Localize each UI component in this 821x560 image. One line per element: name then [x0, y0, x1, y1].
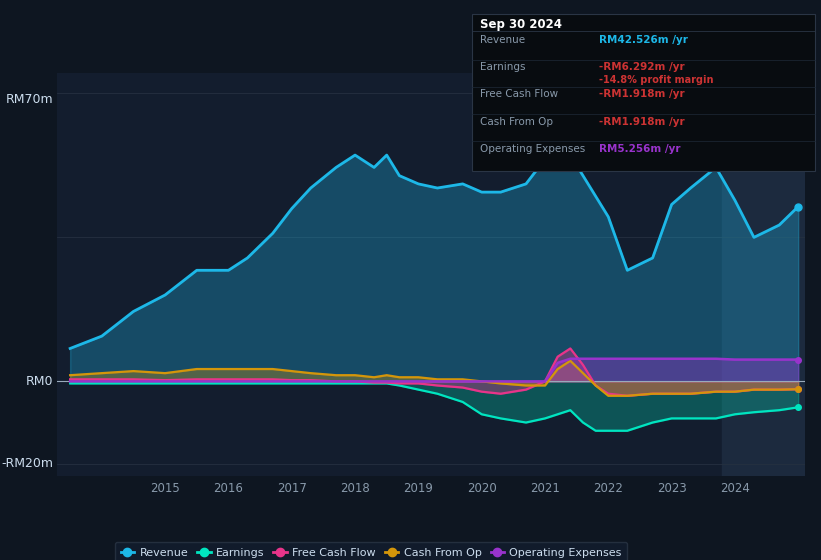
- Text: -RM6.292m /yr: -RM6.292m /yr: [599, 62, 685, 72]
- Text: RM0: RM0: [26, 375, 53, 388]
- Text: -14.8% profit margin: -14.8% profit margin: [599, 74, 713, 85]
- Text: Cash From Op: Cash From Op: [480, 116, 553, 127]
- Text: -RM1.918m /yr: -RM1.918m /yr: [599, 90, 685, 100]
- Text: -RM20m: -RM20m: [2, 457, 53, 470]
- Bar: [722, 73, 821, 476]
- Text: -RM1.918m /yr: -RM1.918m /yr: [599, 116, 685, 127]
- Text: Operating Expenses: Operating Expenses: [480, 144, 585, 153]
- Text: Revenue: Revenue: [480, 35, 525, 45]
- Text: Sep 30 2024: Sep 30 2024: [480, 18, 562, 31]
- Text: RM70m: RM70m: [6, 94, 53, 106]
- Text: RM5.256m /yr: RM5.256m /yr: [599, 144, 681, 153]
- Legend: Revenue, Earnings, Free Cash Flow, Cash From Op, Operating Expenses: Revenue, Earnings, Free Cash Flow, Cash …: [115, 542, 627, 560]
- Text: Free Cash Flow: Free Cash Flow: [480, 90, 558, 100]
- Text: Earnings: Earnings: [480, 62, 525, 72]
- Text: RM42.526m /yr: RM42.526m /yr: [599, 35, 688, 45]
